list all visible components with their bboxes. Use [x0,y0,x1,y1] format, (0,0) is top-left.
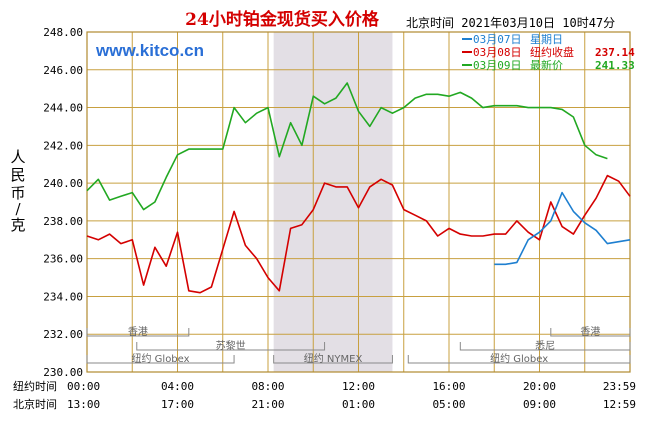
x-tick-label: 17:00 [161,398,194,411]
market-bar-label: 悉尼 [535,340,555,352]
x-tick-label: 12:00 [342,380,375,393]
legend-date: 03月08日 [473,46,522,59]
series-line-03月07日 [494,191,631,266]
plot-frame [86,31,631,373]
legend-label: 最新价 [530,58,563,72]
nymex-shaded-band [273,32,393,372]
series-lines [86,82,631,294]
ylabel-char-3: 币 [10,184,25,202]
market-bar-2 [86,355,235,364]
y-tick-label: 238.00 [43,215,83,228]
y-tick-label: 236.00 [43,253,83,266]
x-row-label: 北京时间 [13,397,57,411]
y-tick-label: 232.00 [43,328,83,341]
market-bar-label: 苏黎世 [216,339,246,352]
watermark-url: www.kitco.cn [95,41,204,60]
x-tick-label: 13:00 [67,398,100,411]
market-bar-4 [407,355,631,364]
legend-value: 237.14 [595,46,635,59]
y-axis-label: 人 民 币 / 克 [10,148,25,234]
x-tick-label: 00:00 [67,380,100,393]
legend-label: 纽约收盘 [530,45,574,59]
x-tick-label: 21:00 [251,398,284,411]
legend-date: 03月07日 [473,33,522,46]
x-tick-label: 01:00 [342,398,375,411]
ylabel-char-1: 人 [10,148,25,166]
x-tick-label: 09:00 [523,398,556,411]
market-bar-label: 纽约 Globex [131,352,189,365]
grid [86,31,631,373]
axes: 248.00 246.00 244.00 242.00 240.00 238.00 236.… [13,26,636,411]
legend-label: 星期日 [530,33,563,46]
y-tick-label: 234.00 [43,290,83,303]
market-bar-6 [459,342,631,351]
y-tick-label: 244.00 [43,102,83,115]
y-tick-label: 246.00 [43,64,83,77]
series-line-03月08日 [86,174,631,294]
ylabel-char-4: / [15,200,21,218]
nymex-shade-rect [273,32,393,372]
y-tick-label: 240.00 [43,177,83,190]
ylabel-char-5: 克 [10,216,25,234]
market-bar-0 [86,328,190,337]
y-tick-label: 230.00 [43,366,83,379]
x-tick-label: 23:59 [603,380,636,393]
x-tick-label: 04:00 [161,380,194,393]
x-tick-label: 16:00 [432,380,465,393]
market-bar-label: 纽约 Globex [490,352,548,365]
market-bar-label: 香港 [580,326,600,338]
chart-subtitle: 北京时间 2021年03月10日 10时47分 [406,16,615,30]
series-line-03月09日 [86,82,608,211]
x-tick-label: 20:00 [523,380,556,393]
ylabel-char-2: 民 [10,166,25,184]
market-bar-1 [136,342,326,351]
x-tick-label: 12:59 [603,398,636,411]
y-tick-label: 248.00 [43,26,83,39]
x-tick-label: 05:00 [432,398,465,411]
market-bar-label: 纽约 NYMEX [304,352,363,365]
chart-title: 24小时铂金现货买入价格 [185,9,380,30]
x-tick-label: 08:00 [251,380,284,393]
legend-date: 03月09日 [473,59,522,72]
market-bar-3 [273,355,393,364]
y-tick-label: 242.00 [43,139,83,152]
market-bar-label: 香港 [128,326,148,338]
x-row-label: 纽约时间 [13,379,57,393]
legend: 03月07日 星期日 03月08日 纽约收盘 237.14 03月09日 最新价 241.33 [462,33,635,72]
legend-value: 241.33 [595,59,635,72]
market-bar-5 [550,328,631,337]
